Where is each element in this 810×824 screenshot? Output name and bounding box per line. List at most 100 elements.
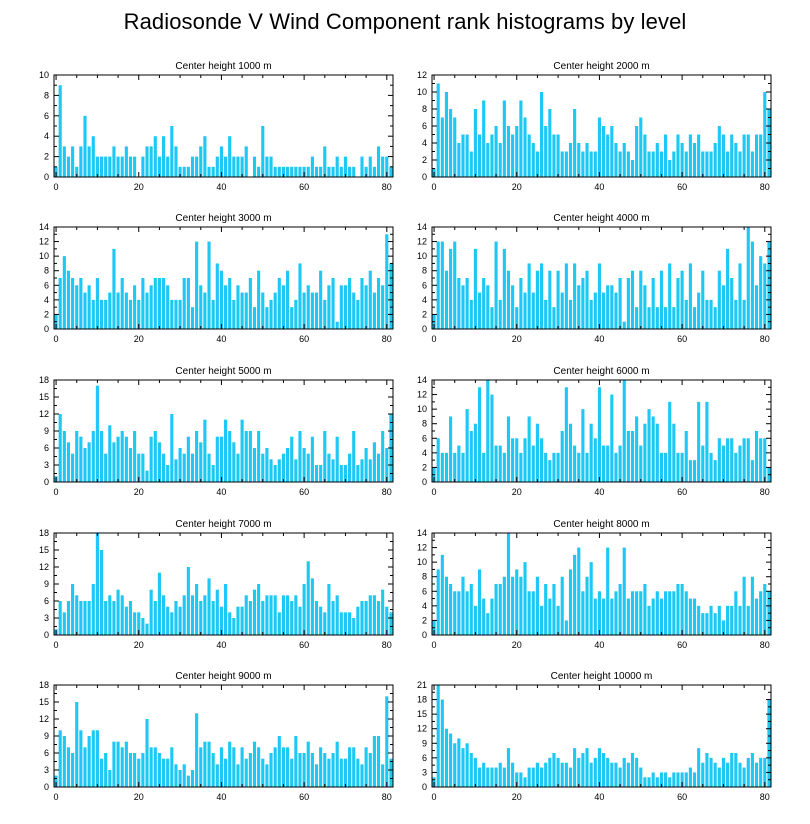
histogram-bar	[95, 533, 99, 635]
histogram-bar	[79, 601, 83, 635]
histogram-bar	[511, 762, 515, 787]
histogram-bar	[734, 591, 738, 635]
histogram-bar	[153, 136, 157, 177]
histogram-bar	[473, 109, 477, 177]
histogram-bar	[356, 606, 360, 635]
histogram-bar	[145, 719, 149, 787]
histogram-bar	[721, 620, 726, 635]
histogram-bar	[252, 156, 257, 177]
histogram-bar	[515, 126, 519, 177]
y-tick-label: 8	[422, 419, 427, 429]
x-tick-label: 80	[760, 640, 770, 650]
histogram-bar	[120, 595, 124, 635]
y-tick-label: 12	[39, 409, 49, 419]
histogram-bar	[95, 385, 99, 482]
histogram-bar	[128, 753, 133, 787]
histogram-bar	[302, 753, 306, 787]
histogram-bar	[573, 445, 577, 482]
histogram-bar	[548, 460, 552, 482]
histogram-bar	[597, 591, 601, 635]
histogram-bar	[746, 757, 750, 787]
histogram-bar	[477, 292, 482, 329]
histogram-bar	[277, 612, 281, 635]
histogram-bar	[257, 270, 261, 329]
histogram-bar	[577, 285, 581, 329]
histogram-bar	[519, 452, 523, 482]
histogram-bar	[368, 270, 372, 329]
x-tick-label: 80	[382, 334, 392, 344]
histogram-bar	[286, 166, 290, 177]
histogram-bar	[713, 613, 717, 635]
histogram-bar	[385, 696, 389, 787]
histogram-bar	[170, 612, 174, 635]
histogram-bar	[618, 445, 622, 482]
histogram-bar	[506, 533, 511, 635]
histogram-bar	[104, 299, 108, 329]
histogram-bar	[281, 595, 286, 635]
panel-title: Center height 2000 m	[553, 61, 649, 72]
histogram-bar	[372, 166, 376, 177]
histogram-bar	[568, 423, 573, 482]
histogram-bar	[721, 134, 726, 177]
histogram-bar	[622, 143, 626, 177]
histogram-bar	[66, 601, 71, 635]
histogram-bar	[668, 591, 672, 635]
histogram-bar	[659, 598, 664, 635]
histogram-bar	[651, 598, 655, 635]
histogram-bar	[651, 772, 655, 787]
histogram-bar	[87, 601, 91, 635]
histogram-bar	[269, 299, 273, 329]
histogram-bar	[95, 156, 99, 177]
y-tick-label: 6	[422, 586, 427, 596]
histogram-bar	[294, 299, 298, 329]
histogram-bar	[352, 747, 356, 787]
histogram-bar	[323, 431, 327, 482]
histogram-bar	[494, 445, 498, 482]
histogram-bar	[71, 146, 75, 177]
y-tick-label: 18	[39, 528, 49, 538]
histogram-bar	[692, 772, 697, 787]
y-tick-label: 4	[422, 295, 427, 305]
x-tick-label: 60	[299, 487, 309, 497]
histogram-bar	[552, 452, 556, 482]
histogram-bar	[195, 431, 199, 482]
histogram-bar	[261, 126, 265, 177]
histogram-bar	[597, 263, 601, 329]
histogram-bar	[186, 436, 190, 482]
histogram-bar	[726, 151, 730, 177]
histogram-bar	[602, 126, 606, 177]
histogram-bar	[244, 292, 248, 329]
histogram-bar	[465, 591, 469, 635]
histogram-bar	[473, 423, 477, 482]
histogram-bar	[58, 278, 62, 329]
histogram-bar	[389, 166, 393, 177]
histogram-bar	[717, 270, 721, 329]
histogram-bar	[573, 748, 577, 787]
histogram-bar	[523, 438, 527, 482]
histogram-bar	[302, 166, 306, 177]
y-tick-label: 2	[44, 152, 49, 162]
histogram-bar	[610, 285, 614, 329]
y-tick-label: 12	[417, 543, 427, 553]
histogram-bar	[664, 591, 668, 635]
y-tick-label: 8	[44, 90, 49, 100]
page-title: Radiosonde V Wind Component rank histogr…	[123, 9, 687, 34]
histogram-bar	[477, 569, 482, 635]
histogram-bar	[166, 156, 170, 177]
histogram-bar	[99, 299, 104, 329]
histogram-bar	[610, 126, 614, 177]
histogram-bar	[688, 767, 692, 787]
histogram-bar	[502, 100, 506, 177]
histogram-bar	[71, 453, 75, 482]
histogram-panel: Center height 5000 m 0 20 40 60 80 0 3 6 9 12 15 18	[39, 366, 394, 497]
histogram-bar	[178, 606, 182, 635]
y-tick-label: 0	[44, 172, 49, 182]
histogram-bar	[257, 166, 261, 177]
histogram-bar	[145, 146, 149, 177]
histogram-bar	[486, 143, 490, 177]
histogram-bar	[577, 452, 581, 482]
histogram-bar	[626, 431, 630, 482]
histogram-bar	[128, 601, 133, 635]
histogram-bar	[298, 606, 302, 635]
